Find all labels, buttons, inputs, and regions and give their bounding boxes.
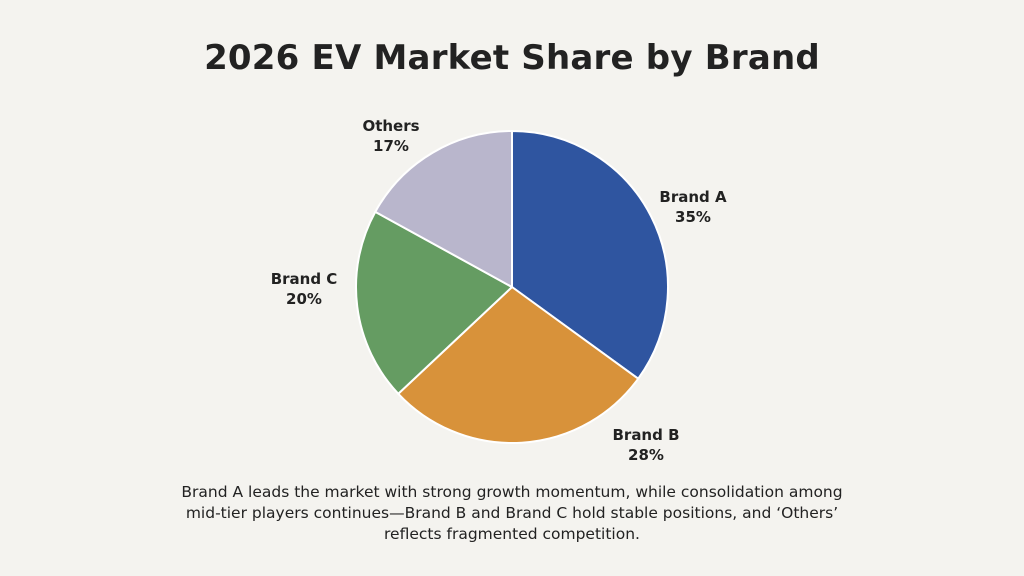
slice-value-others: 17%: [373, 137, 409, 155]
pie-slice-others: [374, 130, 513, 288]
pie-slice-brand-a: [511, 130, 669, 380]
chart-title: 2026 EV Market Share by Brand: [204, 38, 820, 78]
pie-slice-brand-c: [355, 210, 513, 395]
slice-label-others: Others: [362, 117, 419, 135]
chart-caption: Brand A leads the market with strong gro…: [181, 483, 843, 543]
slice-label-brand-a: Brand A: [659, 188, 727, 206]
slice-value-brand-c: 20%: [286, 290, 322, 308]
pie-slices: [355, 130, 669, 444]
pie-slice-brand-b: [397, 286, 640, 444]
slice-label-brand-b: Brand B: [612, 426, 679, 444]
pie-labels: Brand A 35% Brand B 28% Brand C 20% Others 17%: [271, 117, 727, 464]
slice-value-brand-b: 28%: [628, 446, 664, 464]
slice-label-brand-c: Brand C: [271, 270, 338, 288]
slice-value-brand-a: 35%: [675, 208, 711, 226]
